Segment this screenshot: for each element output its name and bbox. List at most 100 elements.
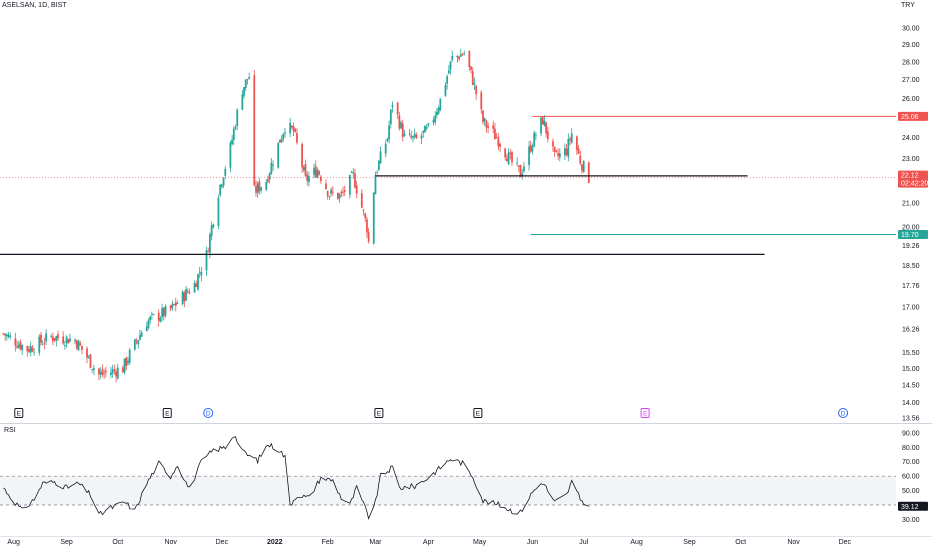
dividend-badge[interactable] [838, 408, 849, 418]
candle-body [553, 146, 556, 152]
candle [65, 335, 68, 348]
candle [229, 140, 232, 173]
candle-body [164, 306, 167, 316]
candle-body [475, 85, 478, 95]
earnings-badge[interactable] [473, 408, 483, 418]
candle [495, 132, 498, 139]
candle [67, 338, 70, 344]
candle-body [28, 348, 30, 352]
candle-body [507, 152, 510, 164]
candle [103, 368, 106, 380]
candle [456, 55, 459, 63]
price-axis-tick: 17.76 [902, 283, 920, 290]
symbol-title: ASELSAN, 1D, BIST [2, 2, 67, 9]
candle-body [377, 160, 380, 170]
rsi-axis-tick: 70.00 [902, 459, 920, 466]
candle [104, 367, 107, 378]
earnings-badge[interactable] [14, 408, 24, 418]
candle [241, 89, 244, 111]
candle [570, 128, 573, 144]
earnings-badge[interactable] [162, 408, 172, 418]
candle-body [74, 339, 76, 342]
dividend-badge[interactable] [203, 408, 214, 418]
candle-body [197, 274, 199, 290]
candle [504, 147, 507, 161]
candle-body [384, 143, 387, 154]
price-axis-tick: 16.26 [902, 326, 920, 333]
candle-body [21, 345, 24, 351]
candle-body [209, 234, 211, 253]
candle-body [210, 225, 213, 237]
candle [401, 119, 404, 142]
candle [40, 332, 42, 346]
candle-body [217, 197, 220, 226]
candle [110, 366, 112, 379]
candle [425, 124, 428, 131]
candle-body [234, 127, 237, 129]
price-label-resistance-text: 25.06 [901, 114, 919, 121]
candle [337, 192, 339, 200]
candle-body [150, 313, 153, 315]
candle [159, 316, 162, 323]
candle [280, 135, 283, 143]
candle-body [582, 160, 585, 172]
candle-body [89, 354, 92, 369]
candle [413, 128, 416, 140]
candle-body [427, 123, 430, 126]
earnings-badge[interactable] [374, 408, 384, 418]
candle-body [301, 144, 303, 168]
candle [494, 122, 496, 140]
candle-body [52, 336, 54, 341]
candle-body [33, 351, 36, 353]
candle [29, 341, 32, 357]
candle [379, 146, 382, 164]
candle [164, 304, 167, 318]
rsi-axis-tick: 80.00 [902, 445, 920, 452]
candle-body [41, 344, 44, 346]
candle [21, 344, 24, 355]
candle-body [306, 174, 309, 181]
candle [255, 180, 257, 197]
candle-body [437, 107, 440, 114]
candle [147, 318, 150, 330]
candle-body [253, 75, 256, 186]
candle [181, 290, 184, 306]
candle [289, 117, 292, 138]
candle [176, 300, 179, 305]
candle-body [541, 117, 544, 125]
time-axis-tick: 2022 [267, 539, 283, 546]
candle [475, 85, 478, 100]
candle [205, 246, 208, 276]
candle-body [458, 56, 460, 60]
candle-body [65, 336, 68, 343]
candle-body [91, 369, 94, 370]
candle-body [113, 369, 116, 371]
candle-body [57, 334, 59, 339]
candle [171, 300, 174, 311]
candle [377, 159, 380, 171]
candle [376, 170, 379, 175]
candle-body [473, 83, 476, 85]
candle [389, 109, 392, 129]
candle [52, 332, 54, 346]
candle-body [157, 312, 160, 321]
candle-body [268, 173, 271, 180]
candle-body [340, 191, 343, 194]
candle [50, 334, 53, 339]
candle [587, 160, 590, 184]
candle [301, 142, 303, 173]
candle-body [137, 340, 140, 345]
candle-body [111, 369, 114, 374]
earnings-badge[interactable] [640, 408, 650, 418]
candle-body [86, 348, 88, 358]
candle-body [294, 129, 297, 132]
candle [74, 338, 76, 345]
candle-body [99, 372, 102, 375]
candle-body [401, 123, 404, 138]
candle [267, 175, 269, 184]
candle [246, 79, 249, 85]
candle [121, 365, 124, 373]
candle-body [415, 134, 418, 138]
candle [529, 140, 532, 154]
